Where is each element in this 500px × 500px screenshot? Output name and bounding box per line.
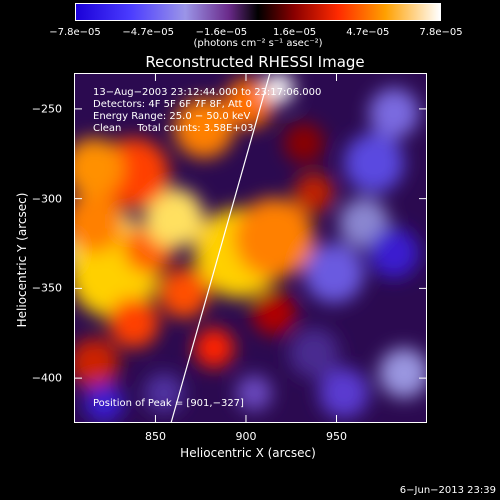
heatmap-blob <box>194 328 234 368</box>
heatmap-blob <box>74 138 124 198</box>
colorbar-units: (photons cm⁻² s⁻¹ asec⁻²) <box>193 38 323 49</box>
colorbar-tick-label: −1.6e−05 <box>195 27 248 38</box>
heatmap-blob <box>379 348 427 398</box>
colorbar-tick-label: 1.6e−05 <box>273 27 317 38</box>
heatmap-blob <box>264 73 294 103</box>
heatmap-blob <box>236 375 272 411</box>
heatmap-blob <box>319 368 369 418</box>
heatmap-blob <box>144 373 184 413</box>
heatmap-blob <box>109 298 159 348</box>
x-axis-label: Heliocentric X (arcsec) <box>180 446 316 460</box>
colorbar-tick-label: 4.7e−05 <box>346 27 390 38</box>
heatmap-blob <box>159 268 209 318</box>
colorbar-tick-label: −7.8e−05 <box>49 27 101 38</box>
chart-title: Reconstructed RHESSI Image <box>145 53 365 71</box>
heatmap-blob <box>234 198 314 278</box>
y-axis-label: Heliocentric Y (arcsec) <box>15 192 29 328</box>
heatmap-blob <box>289 328 339 378</box>
heatmap-blob <box>294 173 334 213</box>
heatmap-blob <box>174 98 234 158</box>
heatmap-blob <box>304 243 364 303</box>
heatmap-blob <box>369 88 419 138</box>
detectors-annotation: Detectors: 4F 5F 6F 7F 8F, Att 0 <box>93 99 253 110</box>
heatmap-blob <box>224 78 274 128</box>
heatmap-blob <box>344 133 404 193</box>
y-tick-label: −400 <box>31 371 62 385</box>
date-stamp: 6−Jun−2013 23:39 <box>399 485 496 496</box>
heatmap-blob <box>74 193 124 253</box>
peak-position-annotation: Position of Peak = [901,−327] <box>93 398 244 409</box>
heatmap-blob <box>252 291 296 335</box>
heatmap-blob <box>369 228 419 278</box>
x-tick-label: 900 <box>235 430 257 443</box>
heatmap-blob <box>144 188 204 248</box>
solar-limb-line <box>170 73 271 423</box>
time-range-annotation: 13−Aug−2003 23:12:44.000 to 23:17:06.000 <box>93 87 322 98</box>
energy-range-annotation: Energy Range: 25.0 − 50.0 keV <box>93 111 251 122</box>
colorbar-tick-label: 7.8e−05 <box>419 27 463 38</box>
heatmap-blob <box>84 383 124 423</box>
y-tick-label: −250 <box>31 102 62 116</box>
y-tick-label: −300 <box>31 192 62 206</box>
y-tick-label: −350 <box>31 281 62 295</box>
colorbar-tick-label: −4.7e−05 <box>122 27 174 38</box>
clean-counts-annotation: Clean Total counts: 3.58E+03 <box>93 123 254 134</box>
colorbar <box>75 3 441 21</box>
heatmap-blob <box>74 338 119 388</box>
x-tick-label: 950 <box>325 430 347 443</box>
x-tick-label: 850 <box>144 430 166 443</box>
heatmap-plot <box>74 73 427 423</box>
heatmap-blob <box>284 123 324 163</box>
